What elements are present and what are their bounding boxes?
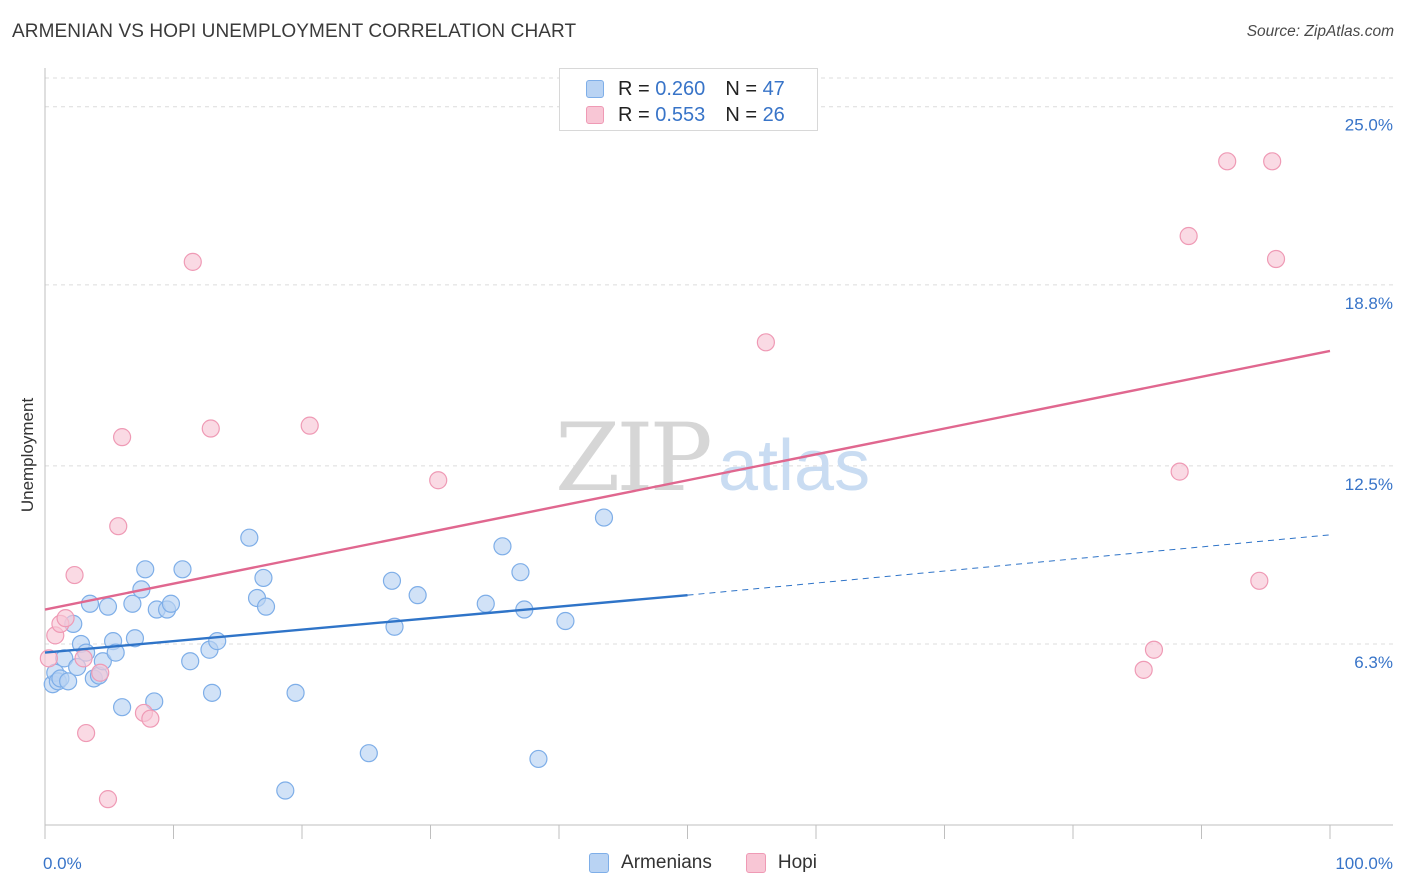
hopi-point: [201, 419, 220, 438]
armenians-point: [408, 586, 427, 605]
n-label: N =: [725, 77, 763, 100]
hopi-trend-line: [44, 349, 1331, 611]
armenians-point: [529, 749, 548, 769]
hopi-point: [141, 709, 160, 728]
hopi-swatch: [586, 106, 604, 124]
armenians-point: [145, 692, 164, 711]
armenians-swatch: [589, 853, 610, 873]
armenians-swatch: [586, 80, 604, 98]
y-tick-label: 6.3%: [1354, 653, 1393, 672]
r-value: 0.553: [655, 103, 706, 126]
armenians-point: [123, 594, 142, 613]
armenians-point: [493, 537, 512, 556]
n-value: 26: [762, 103, 785, 126]
r-value: 0.260: [655, 77, 706, 100]
hopi-point: [1179, 226, 1198, 246]
x-tick-label: 0.0%: [43, 854, 82, 873]
armenians-point: [112, 698, 132, 717]
armenians-point: [286, 683, 305, 702]
hopi-point: [109, 517, 128, 536]
r-label: R =: [618, 103, 656, 126]
armenians-point: [161, 594, 181, 613]
y-tick-label: 25.0%: [1345, 116, 1393, 135]
armenians-point: [202, 683, 222, 702]
legend-row-hopi: R = 0.553 N = 26: [586, 103, 785, 127]
n-label: N =: [725, 103, 763, 126]
watermark-zip: ZIP: [555, 404, 709, 513]
legend-item-armenians[interactable]: Armenians: [589, 852, 712, 874]
source-label: Source: ZipAtlas.com: [1246, 23, 1394, 40]
armenians-point: [256, 597, 276, 616]
hopi-point: [74, 649, 93, 668]
armenians-point: [359, 744, 378, 763]
armenians-point: [59, 672, 78, 691]
y-tick-label: 12.5%: [1345, 475, 1393, 494]
hopi-point: [1250, 571, 1269, 590]
armenians-point: [594, 508, 614, 527]
armenians-point: [106, 643, 125, 662]
armenians-point: [173, 560, 192, 579]
hopi-point: [300, 416, 319, 435]
armenians-point: [556, 611, 575, 631]
watermark-atlas: atlas: [718, 426, 870, 506]
armenians-point: [136, 560, 155, 579]
hopi-point: [1144, 640, 1164, 659]
hopi-point: [1134, 660, 1153, 679]
hopi-point: [56, 609, 75, 628]
hopi-point: [112, 428, 132, 447]
hopi-point: [429, 471, 448, 490]
legend-label-armenians: Armenians: [621, 852, 712, 873]
armenians-point: [276, 781, 295, 800]
series-legend: Armenians Hopi: [0, 852, 1406, 874]
legend-label-hopi: Hopi: [777, 852, 817, 873]
x-tick-label: 100.0%: [1335, 854, 1393, 873]
r-label: R =: [618, 77, 656, 100]
hopi-point: [39, 649, 58, 668]
armenians-point: [254, 568, 273, 588]
hopi-point: [98, 790, 118, 809]
armenians-point: [125, 629, 145, 648]
legend-row-armenians: R = 0.260 N = 47: [586, 77, 785, 101]
armenians-trend-line: [44, 593, 688, 654]
armenians-point: [80, 594, 100, 613]
chart-title: ARMENIAN VS HOPI UNEMPLOYMENT CORRELATIO…: [12, 21, 577, 42]
hopi-point: [77, 723, 96, 743]
hopi-point: [1263, 152, 1282, 171]
legend-item-hopi[interactable]: Hopi: [745, 852, 817, 874]
armenians-point: [511, 563, 530, 582]
hopi-point: [756, 333, 775, 352]
hopi-point: [183, 252, 202, 271]
hopi-point: [1170, 462, 1189, 481]
armenians-point: [98, 597, 118, 616]
hopi-point: [1218, 152, 1237, 171]
armenians-point: [208, 632, 227, 651]
hopi-swatch: [745, 853, 766, 873]
armenians-point: [476, 594, 495, 613]
y-tick-label: 18.8%: [1345, 294, 1393, 313]
armenians-point: [240, 528, 259, 547]
armenians-point: [181, 652, 200, 671]
correlation-legend: R = 0.260 N = 47 R = 0.553 N = 26: [559, 68, 818, 131]
hopi-point: [65, 565, 84, 585]
armenians-trend-extension: [687, 534, 1331, 596]
armenians-point: [382, 571, 402, 590]
n-value: 47: [762, 77, 785, 100]
hopi-point: [91, 663, 110, 682]
hopi-point: [1266, 249, 1286, 269]
